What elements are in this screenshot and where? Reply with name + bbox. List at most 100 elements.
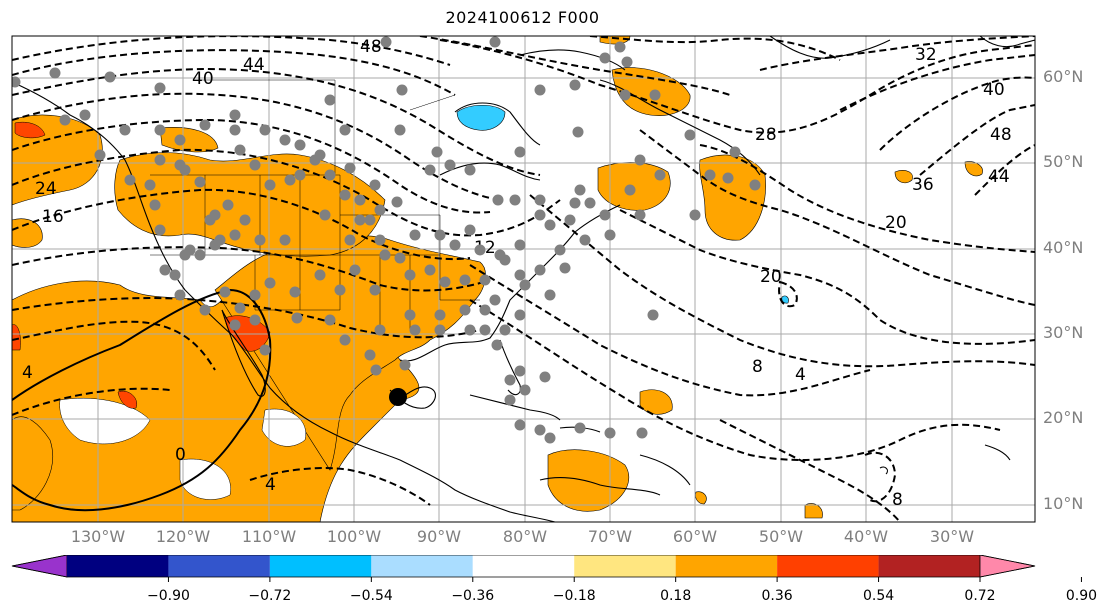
station-dot [459,274,471,286]
station-dot [159,264,171,276]
colorbar-segment [168,555,270,577]
map-title: 2024100612 F000 [445,8,600,27]
station-dot [424,164,436,176]
lat-label-60n: 60°N [1043,67,1084,86]
station-dot [636,427,648,439]
station-dot [584,197,596,209]
station-dot [324,169,336,181]
station-dot [534,194,546,206]
lat-label-20n: 20°N [1043,408,1084,427]
station-dot [574,422,586,434]
station-dot [396,84,408,96]
station-dot [634,154,646,166]
contour-label: 0 [175,445,186,465]
lon-label-110w: 110°W [241,527,297,546]
colorbar-segment [472,555,575,577]
station-dot [154,154,166,166]
station-dot [544,219,556,231]
station-dot [374,324,386,336]
colorbar-segment [878,555,980,577]
station-dot [647,309,659,321]
colorbar-segment [371,555,473,577]
station-dot [104,71,116,83]
contour-label: 32 [915,45,937,65]
station-dot [409,229,421,241]
contour-label: 40 [983,80,1005,100]
station-dot [174,289,186,301]
station-dot [249,159,261,171]
station-dot [574,184,586,196]
station-dot [569,197,581,209]
station-dot [324,314,336,326]
station-dot [264,179,276,191]
colorbar [11,555,1082,582]
station-dot [624,184,636,196]
station-dot [599,209,611,221]
station-dot [654,169,666,181]
station-dot [380,36,392,48]
station-dot [209,239,221,251]
station-dot [464,324,476,336]
station-dot [564,214,576,226]
station-dot [431,146,443,158]
station-dot [339,124,351,136]
station-dot [364,214,376,226]
station-dot [499,254,511,266]
station-dot [684,129,696,141]
station-dot [194,249,206,261]
station-dot [599,52,611,64]
colorbar-segment [574,555,676,577]
station-dot [504,394,516,406]
colorbar-tick-label: −0.54 [349,588,393,604]
lat-label-30n: 30°N [1043,323,1084,342]
station-dot [399,359,411,371]
lat-label-50n: 50°N [1043,152,1084,171]
station-dot [369,284,381,296]
station-dot [634,209,646,221]
contour-label: 4 [22,363,33,383]
contour-label: 44 [988,167,1010,187]
colorbar-segment [675,555,778,577]
lon-label-60w: 60°W [672,527,718,546]
station-dot [234,144,246,156]
station-dot [154,224,166,236]
lon-label-90w: 90°W [416,527,462,546]
station-dot [319,209,331,221]
station-dot [229,229,241,241]
contour-label: 20 [760,267,782,287]
station-dot [119,124,131,136]
colorbar-tick-label: 0.54 [862,588,895,604]
station-dot [374,234,386,246]
station-dot [434,229,446,241]
colorbar-segment [777,555,879,577]
station-dot [492,194,504,206]
station-dot [444,159,456,171]
station-dot [259,344,271,356]
station-dot [544,289,556,301]
station-dot [370,364,382,376]
station-dot [479,304,491,316]
station-dot [539,371,551,383]
colorbar-tick-label: 0.36 [761,588,793,604]
station-dot [559,262,571,274]
station-dot [339,189,351,201]
station-dot [154,82,166,94]
colorbar-tick-label: 0.90 [1065,588,1098,604]
station-dot [294,169,306,181]
station-dot [579,234,591,246]
center-marker [389,388,407,406]
station-dot [479,274,491,286]
station-dot [284,174,296,186]
station-dot [94,149,106,161]
station-dot [544,432,556,444]
station-dot [149,199,161,211]
station-dot [144,179,156,191]
colorbar-tick-label: 0.72 [964,588,996,604]
station-dot [604,229,616,241]
station-dot [534,84,546,96]
lon-label-40w: 40°W [843,527,889,546]
station-dot [294,139,306,151]
colorbar-segment [67,555,169,577]
station-dot [464,224,476,236]
station-dot [184,244,196,256]
